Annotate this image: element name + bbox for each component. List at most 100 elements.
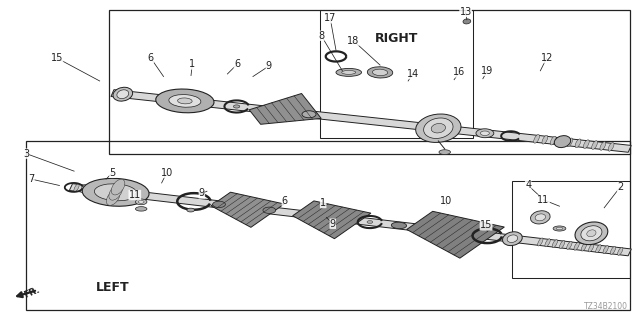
Polygon shape <box>211 192 284 227</box>
Ellipse shape <box>507 235 518 243</box>
Text: TZ34B2100: TZ34B2100 <box>584 302 628 311</box>
Ellipse shape <box>138 200 144 203</box>
Ellipse shape <box>587 230 596 237</box>
Text: FR.: FR. <box>22 285 41 300</box>
Ellipse shape <box>81 185 86 192</box>
Text: 16: 16 <box>453 68 465 77</box>
Ellipse shape <box>263 207 276 213</box>
Text: 6: 6 <box>234 60 240 69</box>
Ellipse shape <box>567 138 573 147</box>
Ellipse shape <box>584 140 589 148</box>
Ellipse shape <box>431 124 445 133</box>
Ellipse shape <box>439 150 451 155</box>
Ellipse shape <box>575 222 608 244</box>
Ellipse shape <box>82 178 149 206</box>
Text: 10: 10 <box>161 168 173 178</box>
Polygon shape <box>111 90 631 152</box>
Ellipse shape <box>136 207 147 211</box>
Text: 6: 6 <box>148 53 154 63</box>
Ellipse shape <box>618 247 623 255</box>
Text: 9: 9 <box>330 219 336 229</box>
Text: RIGHT: RIGHT <box>375 32 419 45</box>
Ellipse shape <box>559 137 564 146</box>
Text: 12: 12 <box>541 53 553 63</box>
Ellipse shape <box>372 69 388 76</box>
Ellipse shape <box>156 89 214 113</box>
Ellipse shape <box>581 226 602 241</box>
Ellipse shape <box>589 244 594 252</box>
Ellipse shape <box>187 208 195 212</box>
Ellipse shape <box>367 67 393 78</box>
Ellipse shape <box>136 199 147 205</box>
Text: 6: 6 <box>282 196 288 206</box>
Ellipse shape <box>552 240 557 248</box>
Ellipse shape <box>342 70 356 74</box>
Ellipse shape <box>600 141 605 150</box>
Ellipse shape <box>109 184 122 200</box>
Text: 13: 13 <box>460 7 472 17</box>
Ellipse shape <box>212 201 225 208</box>
Ellipse shape <box>535 214 545 221</box>
Ellipse shape <box>424 118 453 139</box>
Text: 8: 8 <box>318 31 324 41</box>
Ellipse shape <box>566 241 572 249</box>
Ellipse shape <box>556 227 563 230</box>
Ellipse shape <box>538 238 543 246</box>
Text: 7: 7 <box>28 174 35 184</box>
Ellipse shape <box>545 239 550 247</box>
Text: 9: 9 <box>199 188 205 198</box>
Ellipse shape <box>367 220 372 223</box>
Ellipse shape <box>611 246 616 254</box>
Text: LEFT: LEFT <box>95 281 129 294</box>
Ellipse shape <box>108 188 113 196</box>
Ellipse shape <box>542 135 548 144</box>
Text: 18: 18 <box>347 36 359 45</box>
Ellipse shape <box>106 190 120 205</box>
Text: 19: 19 <box>481 66 493 76</box>
Ellipse shape <box>581 243 587 251</box>
Text: 11: 11 <box>538 195 550 205</box>
Ellipse shape <box>608 142 614 151</box>
Ellipse shape <box>596 245 601 253</box>
Ellipse shape <box>113 87 132 101</box>
Text: 3: 3 <box>23 148 29 159</box>
Ellipse shape <box>415 114 461 142</box>
Ellipse shape <box>476 129 494 138</box>
Text: 5: 5 <box>109 168 116 178</box>
Text: 17: 17 <box>324 13 337 23</box>
Ellipse shape <box>100 187 106 195</box>
Ellipse shape <box>111 179 125 195</box>
Ellipse shape <box>481 131 490 135</box>
Ellipse shape <box>553 226 566 231</box>
Ellipse shape <box>531 211 550 224</box>
Text: 2: 2 <box>617 182 623 192</box>
Text: 11: 11 <box>129 190 141 200</box>
Ellipse shape <box>463 19 471 24</box>
Ellipse shape <box>94 186 99 194</box>
Ellipse shape <box>169 95 201 107</box>
Polygon shape <box>69 184 631 256</box>
Text: 9: 9 <box>266 61 272 71</box>
Ellipse shape <box>603 245 609 254</box>
Polygon shape <box>249 93 321 124</box>
Ellipse shape <box>95 184 137 201</box>
Ellipse shape <box>234 105 240 108</box>
Ellipse shape <box>87 185 93 193</box>
Ellipse shape <box>575 139 581 148</box>
Text: 14: 14 <box>406 69 419 79</box>
Text: 15: 15 <box>480 220 492 230</box>
Text: 1: 1 <box>320 198 326 208</box>
Ellipse shape <box>559 240 564 249</box>
Ellipse shape <box>550 136 556 145</box>
Ellipse shape <box>177 98 192 104</box>
Text: 4: 4 <box>525 180 531 190</box>
Ellipse shape <box>117 90 129 99</box>
Ellipse shape <box>554 136 571 148</box>
Text: 15: 15 <box>51 53 63 63</box>
Ellipse shape <box>74 184 79 192</box>
Text: 1: 1 <box>189 60 195 69</box>
Polygon shape <box>292 201 371 239</box>
Text: 10: 10 <box>440 196 452 206</box>
Ellipse shape <box>391 222 406 229</box>
Ellipse shape <box>591 141 597 149</box>
